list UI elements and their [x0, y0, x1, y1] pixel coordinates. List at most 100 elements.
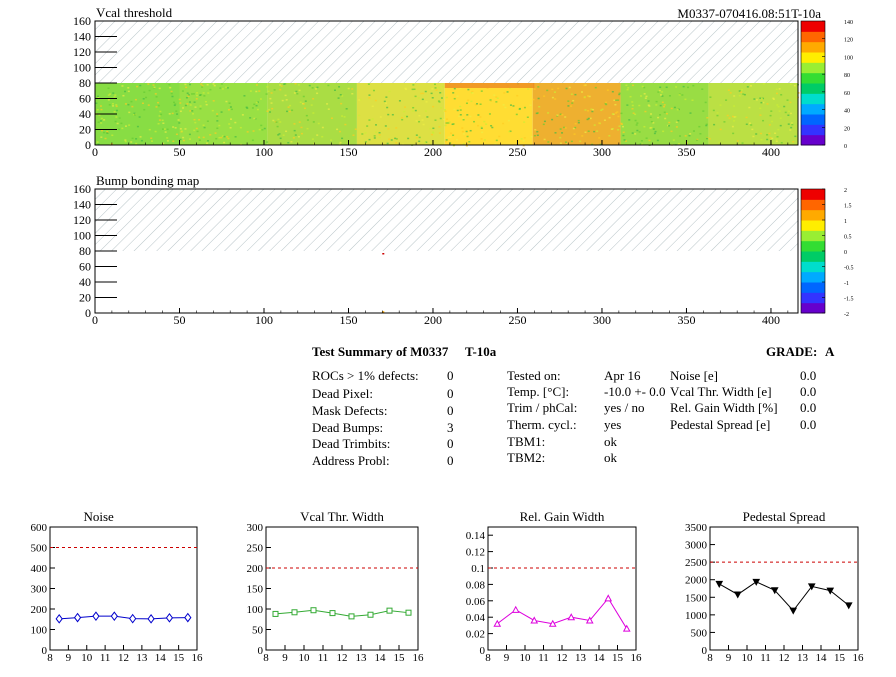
- x-tick-label: 13: [797, 652, 809, 664]
- pixel-speckle: [657, 91, 660, 93]
- pixel-speckle: [559, 136, 562, 139]
- pixel-speckle: [209, 88, 212, 91]
- pixel-speckle: [302, 103, 305, 105]
- pixel-speckle: [470, 100, 473, 103]
- x-tick-label: 300: [593, 145, 611, 159]
- x-tick-label: 12: [337, 652, 348, 664]
- pixel-speckle: [395, 138, 398, 140]
- x-tick-label: 14: [816, 652, 828, 664]
- pixel-speckle: [453, 108, 456, 111]
- pixel-speckle: [677, 119, 680, 122]
- pixel-speckle: [162, 128, 165, 130]
- pixel-speckle: [300, 132, 303, 135]
- pixel-speckle: [615, 112, 618, 114]
- pixel-speckle: [772, 98, 775, 100]
- pixel-speckle: [759, 107, 762, 110]
- pixel-speckle: [179, 110, 182, 113]
- pixel-speckle: [199, 105, 202, 107]
- pixel-speckle: [421, 98, 424, 101]
- pixel-speckle: [467, 99, 470, 102]
- pixel-speckle: [306, 127, 309, 130]
- pixel-speckle: [100, 136, 103, 138]
- pixel-speckle: [439, 88, 442, 91]
- pixel-speckle: [538, 105, 541, 108]
- pixel-speckle: [127, 90, 130, 93]
- pixel-speckle: [593, 130, 596, 133]
- y-tick-label: 100: [31, 625, 48, 637]
- pixel-speckle: [784, 111, 787, 114]
- pixel-speckle: [400, 116, 403, 119]
- pixel-speckle: [459, 87, 462, 90]
- pixel-speckle: [745, 116, 748, 119]
- pixel-speckle: [100, 129, 103, 132]
- pixel-speckle: [216, 115, 219, 117]
- colorbar-tick-label: 1: [844, 219, 847, 225]
- pixel-speckle: [506, 91, 509, 93]
- pixel-speckle: [622, 131, 625, 134]
- pixel-speckle: [339, 141, 342, 144]
- pixel-speckle: [294, 134, 297, 136]
- pixel-speckle: [124, 125, 127, 127]
- pixel-speckle: [617, 99, 620, 101]
- pixel-speckle: [779, 117, 782, 119]
- pixel-speckle: [466, 135, 469, 138]
- pixel-speckle: [471, 90, 474, 93]
- pixel-speckle: [568, 86, 571, 89]
- pixel-speckle: [650, 120, 653, 123]
- x-tick-label: 9: [282, 652, 288, 664]
- data-point: [329, 610, 336, 617]
- pixel-speckle: [480, 90, 483, 92]
- pixel-speckle: [294, 83, 297, 85]
- pixel-speckle: [127, 87, 130, 89]
- pixel-speckle: [650, 126, 653, 129]
- pixel-speckle: [599, 143, 602, 146]
- colorbar-tick-label: -2: [844, 312, 849, 318]
- pixel-speckle: [398, 100, 401, 102]
- pixel-speckle: [790, 126, 793, 129]
- pixel-speckle: [434, 119, 437, 121]
- pixel-speckle: [733, 116, 736, 118]
- pixel-speckle: [593, 124, 596, 126]
- pixel-speckle: [402, 143, 405, 146]
- x-tick-label: 50: [173, 313, 185, 327]
- pixel-speckle: [705, 124, 708, 127]
- pixel-speckle: [749, 85, 752, 87]
- pixel-speckle: [148, 89, 151, 92]
- pixel-speckle: [591, 143, 594, 146]
- pixel-speckle: [661, 91, 664, 93]
- pixel-speckle: [147, 83, 150, 85]
- pixel-speckle: [200, 83, 203, 85]
- pixel-speckle: [731, 125, 734, 128]
- pixel-speckle: [422, 123, 425, 126]
- pixel-speckle: [130, 141, 133, 143]
- pixel-speckle: [100, 117, 103, 120]
- pixel-speckle: [775, 140, 778, 142]
- y-tick-label: 100: [73, 61, 91, 75]
- pixel-speckle: [645, 137, 648, 139]
- colorbar-band: [801, 52, 825, 63]
- data-point: [511, 605, 520, 613]
- pixel-speckle: [239, 126, 242, 129]
- pixel-speckle: [608, 116, 611, 119]
- pixel-speckle: [477, 124, 480, 127]
- pixel-speckle: [759, 114, 762, 116]
- pixel-speckle: [442, 86, 445, 88]
- pixel-speckle: [182, 107, 185, 109]
- pixel-speckle: [292, 137, 295, 139]
- pixel-speckle: [634, 119, 637, 122]
- pixel-speckle: [445, 139, 448, 141]
- pixel-speckle: [469, 129, 472, 132]
- pixel-speckle: [559, 128, 562, 130]
- pixel-speckle: [591, 110, 594, 113]
- pixel-speckle: [777, 105, 780, 108]
- x-tick-label: 250: [508, 145, 526, 159]
- pixel-speckle: [459, 105, 462, 108]
- pixel-speckle: [351, 92, 354, 95]
- pixel-speckle: [411, 88, 414, 91]
- pixel-speckle: [775, 88, 778, 91]
- pixel-speckle: [566, 142, 569, 145]
- pixel-speckle: [316, 92, 319, 95]
- pixel-speckle: [216, 113, 219, 115]
- pixel-speckle: [573, 133, 576, 135]
- data-point: [405, 609, 412, 616]
